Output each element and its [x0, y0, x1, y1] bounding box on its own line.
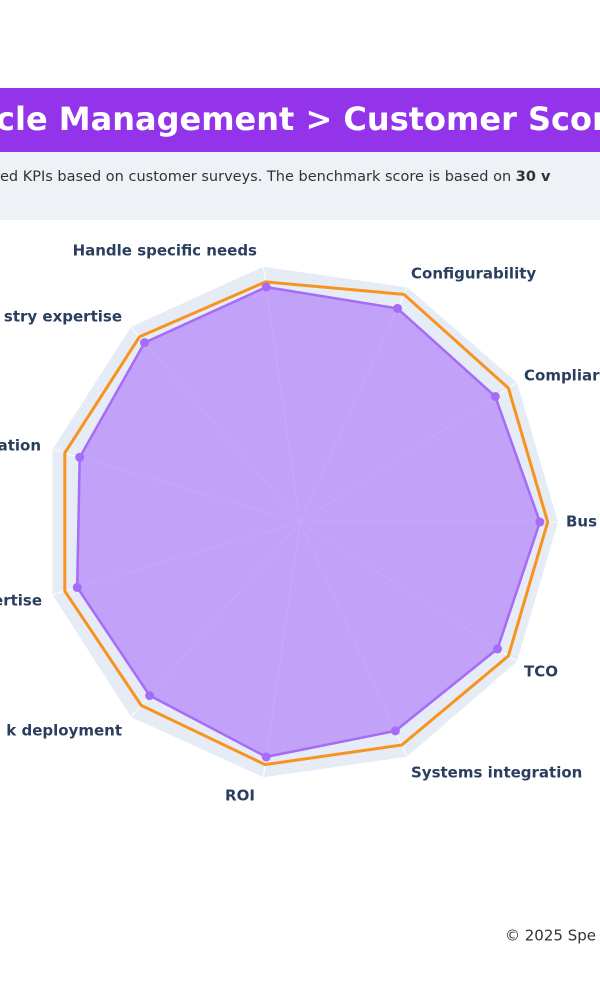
- subtitle-text: ed KPIs based on customer surveys. The b…: [0, 169, 516, 185]
- radar-chart: Bus Compliar Configurability Handle specifi…: [0, 242, 600, 805]
- axis-label: Systems integration: [411, 764, 582, 782]
- series-marker: [261, 752, 271, 762]
- header-title: cle Management > Customer Scor: [0, 100, 600, 138]
- axis-label: Bus: [566, 513, 597, 531]
- axis-label: stry expertise: [4, 308, 122, 326]
- series-marker: [493, 644, 503, 654]
- series-marker: [393, 303, 403, 313]
- series-marker: [72, 582, 82, 592]
- axis-label: TCO: [524, 663, 558, 681]
- subtitle-band: [0, 152, 600, 220]
- series-line: [63, 280, 550, 767]
- series-marker: [140, 338, 150, 348]
- series-marker: [490, 391, 500, 401]
- series-marker: [535, 517, 545, 527]
- series-marker: [145, 691, 155, 701]
- header-band: [0, 88, 600, 152]
- axis-label: Compliar: [524, 367, 600, 385]
- series-marker: [390, 726, 400, 736]
- axis-label: Handle specific needs: [73, 242, 257, 260]
- footer: © 2025 Spe: [505, 927, 596, 945]
- series-marker: [261, 282, 271, 292]
- axis-label: k deployment: [6, 722, 122, 740]
- axis-label: ertise: [0, 592, 42, 610]
- axis-label: Configurability: [411, 265, 536, 283]
- series-marker: [75, 452, 85, 462]
- axis-label: ROI: [225, 787, 255, 805]
- subtitle-bold: 30 v: [516, 169, 551, 185]
- axis-label: ation: [0, 437, 41, 455]
- subtitle: ed KPIs based on customer surveys. The b…: [0, 169, 551, 185]
- series-area: [75, 285, 542, 759]
